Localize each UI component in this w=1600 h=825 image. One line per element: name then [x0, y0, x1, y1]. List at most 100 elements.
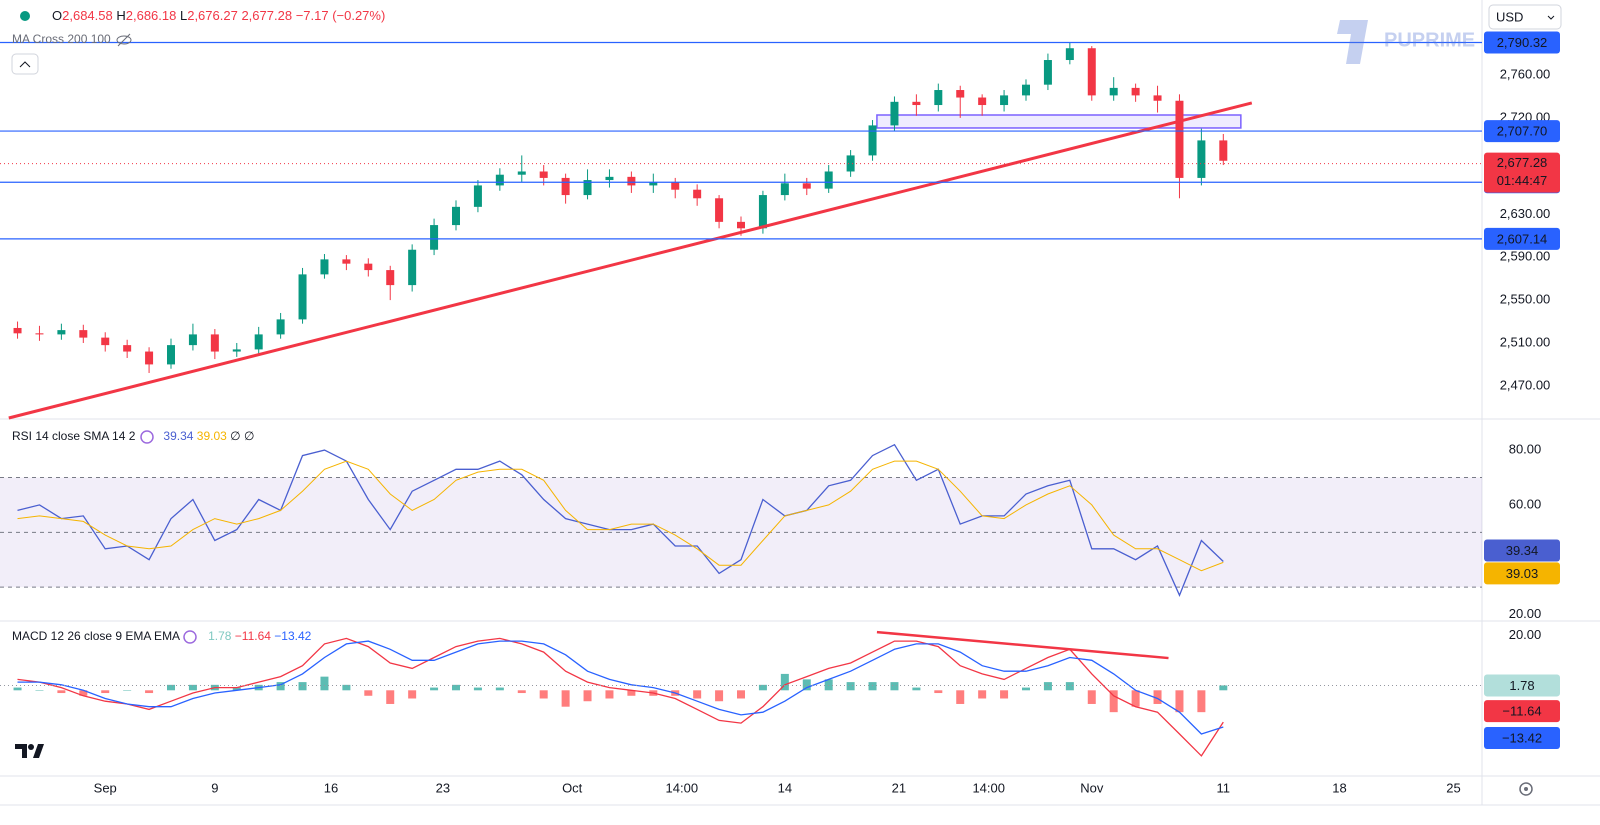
eye: [116, 35, 132, 45]
countdown: 01:44:47: [1497, 173, 1548, 188]
histogram-bar: [232, 687, 241, 691]
candle-body: [167, 345, 175, 365]
collapse-button[interactable]: [11, 53, 39, 75]
histogram-value: 1.78: [208, 629, 232, 643]
settings-button[interactable]: [1519, 782, 1533, 796]
rsi-legend: RSI 14 close SMA 14 2 39.34 39.03 ∅ ∅: [12, 429, 254, 443]
histogram-bar: [956, 690, 965, 704]
candle-body: [912, 101, 921, 106]
high-value: 2,686.18: [126, 8, 177, 23]
candle-body: [758, 195, 767, 229]
candle-body: [495, 174, 504, 186]
histogram-bar: [298, 682, 307, 691]
rsi-settings-icon[interactable]: [140, 430, 154, 444]
last-value-label: 1.78: [1509, 678, 1534, 693]
histogram-bar: [167, 684, 175, 691]
y-tick-label: 2,550.00: [1500, 292, 1551, 307]
candle-body: [627, 176, 636, 186]
quote: O2,684.58 H2,686.18 L2,676.27 2,677.28 −…: [52, 8, 385, 23]
histogram-bar: [430, 687, 439, 691]
candle-body: [780, 183, 789, 196]
candle-body: [561, 177, 570, 196]
candle-body: [473, 185, 482, 207]
level-label: 2,607.14: [1497, 231, 1548, 246]
macd-title: MACD 12 26 close 9 EMA EMA: [12, 629, 180, 643]
level-label: 2,790.32: [1497, 35, 1548, 50]
tv-logo[interactable]: [15, 744, 44, 758]
currency-button[interactable]: USD: [1488, 4, 1562, 30]
x-tick-label: 9: [211, 780, 218, 795]
currency-box: [1488, 4, 1562, 30]
level-label-box: [1484, 227, 1560, 250]
histogram-bar: [473, 687, 482, 691]
candle-body: [35, 333, 44, 335]
histogram-bar: [1197, 690, 1206, 713]
collapse-box: [11, 53, 39, 75]
market-status: [20, 11, 30, 21]
candle-body: [145, 351, 154, 365]
candle-body: [1219, 140, 1228, 161]
last-value-label-box: [1484, 539, 1560, 562]
candle-body: [430, 225, 439, 250]
histogram-bar: [912, 687, 921, 691]
x-tick-label: Nov: [1080, 780, 1104, 795]
histogram-bar: [188, 684, 197, 691]
histogram-bar: [978, 690, 987, 699]
candle-body: [320, 259, 329, 275]
y-tick-label: 60.00: [1509, 496, 1542, 511]
histogram-bar: [1175, 690, 1184, 713]
histogram-bar: [1219, 685, 1228, 691]
last-value-label: −11.64: [1502, 704, 1541, 719]
histogram-bar: [1065, 682, 1074, 691]
candle-body: [517, 171, 526, 175]
candle-body: [1175, 100, 1184, 178]
candle-body: [1153, 95, 1162, 101]
candle-body: [693, 189, 702, 199]
candle-body: [737, 221, 745, 229]
visibility-icon[interactable]: [116, 33, 132, 47]
histogram-bar: [561, 690, 570, 707]
macd-settings-icon[interactable]: [183, 630, 197, 644]
histogram-bar: [758, 684, 767, 691]
histogram-bar: [1153, 690, 1162, 704]
axis-labels: 2,470.00 2,510.00 2,550.00 2,590.00 2,630.00…: [94, 31, 1560, 795]
macd-value: −11.64: [235, 629, 271, 643]
candle-body: [254, 334, 263, 350]
histogram-bar: [408, 690, 417, 699]
high-key: H: [116, 8, 125, 23]
last-value-label-box: [1484, 700, 1560, 723]
histogram-bar: [35, 690, 44, 691]
indicator-label[interactable]: MA Cross 200 100: [12, 32, 111, 46]
candle-body: [824, 171, 833, 189]
candle-body: [868, 125, 877, 156]
level-label-box: [1484, 120, 1560, 143]
histogram-bar: [1109, 690, 1118, 713]
histogram-bar: [495, 687, 504, 691]
candle-body: [583, 180, 592, 196]
rsi-title: RSI 14 close SMA 14 2: [12, 429, 136, 443]
y-tick-label: 20.00: [1509, 606, 1542, 621]
candle-body: [605, 176, 614, 181]
candle-body: [188, 334, 197, 346]
last-value-label-box: [1484, 674, 1560, 697]
candle-body: [1131, 87, 1140, 96]
histogram-bar: [276, 682, 285, 691]
eye-slash: [117, 33, 131, 47]
histogram-bar: [1043, 682, 1052, 691]
candle-body: [232, 349, 241, 352]
histogram-bar: [145, 690, 154, 694]
y-tick-label: 2,590.00: [1500, 249, 1551, 264]
candle-body: [1043, 60, 1052, 85]
last-value-label: −13.42: [1502, 730, 1542, 745]
level-label-box: [1484, 31, 1560, 54]
histogram-bar: [1131, 690, 1140, 707]
open-key: O: [52, 8, 62, 23]
y-tick-label: 2,510.00: [1500, 334, 1551, 349]
series-line: [17, 460, 1224, 572]
gear: [1519, 782, 1533, 796]
change: −7.17 (−0.27%): [296, 8, 386, 23]
histogram-bar: [101, 690, 110, 694]
histogram-bar: [517, 690, 526, 694]
candle-body: [802, 183, 811, 189]
